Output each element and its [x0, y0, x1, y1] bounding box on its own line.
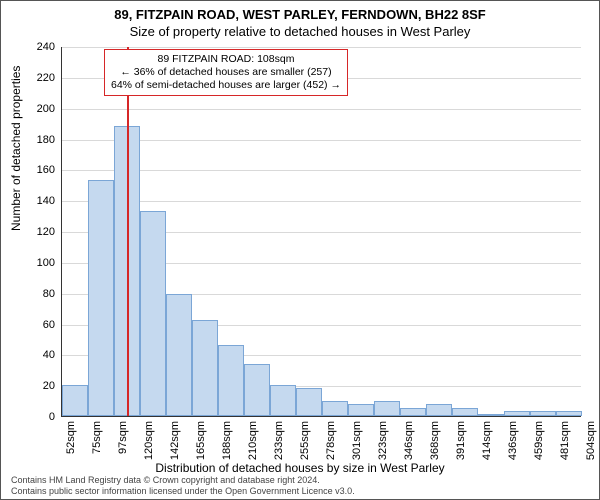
histogram-bar [140, 211, 166, 416]
x-tick-label: 97sqm [117, 421, 129, 471]
chart-container: 89, FITZPAIN ROAD, WEST PARLEY, FERNDOWN… [0, 0, 600, 500]
y-tick-label: 160 [25, 164, 55, 176]
y-tick-label: 0 [25, 411, 55, 423]
y-tick-label: 240 [25, 41, 55, 53]
x-tick-label: 210sqm [247, 421, 259, 471]
marker-line [127, 47, 129, 416]
y-tick-label: 120 [25, 226, 55, 238]
y-tick-label: 220 [25, 72, 55, 84]
histogram-bar [218, 345, 244, 416]
x-tick-label: 481sqm [559, 421, 571, 471]
page-subtitle: Size of property relative to detached ho… [1, 24, 599, 39]
y-tick-label: 60 [25, 319, 55, 331]
x-tick-label: 165sqm [195, 421, 207, 471]
histogram-bar [556, 411, 582, 416]
gridline [62, 47, 581, 48]
histogram-plot: 89 FITZPAIN ROAD: 108sqm ← 36% of detach… [61, 47, 581, 417]
y-tick-label: 180 [25, 134, 55, 146]
gridline [62, 109, 581, 110]
x-tick-label: 414sqm [481, 421, 493, 471]
histogram-bar [192, 320, 218, 416]
histogram-bar [452, 408, 478, 416]
histogram-bar [530, 411, 556, 416]
y-tick-label: 20 [25, 380, 55, 392]
x-tick-label: 142sqm [169, 421, 181, 471]
histogram-bar [88, 180, 114, 416]
y-tick-label: 80 [25, 288, 55, 300]
annotation-line: 64% of semi-detached houses are larger (… [111, 79, 341, 92]
x-tick-label: 368sqm [429, 421, 441, 471]
histogram-bar [478, 414, 504, 416]
x-tick-label: 188sqm [221, 421, 233, 471]
footer-line: Contains HM Land Registry data © Crown c… [11, 475, 355, 485]
annotation-line: 89 FITZPAIN ROAD: 108sqm [111, 53, 341, 66]
y-tick-label: 40 [25, 349, 55, 361]
x-tick-label: 255sqm [299, 421, 311, 471]
histogram-bar [426, 404, 452, 416]
x-tick-label: 346sqm [403, 421, 415, 471]
histogram-bar [244, 364, 270, 416]
x-tick-label: 120sqm [143, 421, 155, 471]
x-tick-label: 301sqm [351, 421, 363, 471]
footer-line: Contains public sector information licen… [11, 486, 355, 496]
histogram-bar [62, 385, 88, 416]
y-axis-label: Number of detached properties [9, 66, 23, 231]
y-tick-label: 100 [25, 257, 55, 269]
y-tick-label: 140 [25, 195, 55, 207]
x-tick-label: 504sqm [585, 421, 597, 471]
x-tick-label: 233sqm [273, 421, 285, 471]
x-tick-label: 323sqm [377, 421, 389, 471]
histogram-bar [348, 404, 374, 416]
x-tick-label: 459sqm [533, 421, 545, 471]
histogram-bar [400, 408, 426, 416]
histogram-bar [504, 411, 530, 416]
x-tick-label: 52sqm [65, 421, 77, 471]
marker-annotation: 89 FITZPAIN ROAD: 108sqm ← 36% of detach… [104, 49, 348, 96]
footer-attribution: Contains HM Land Registry data © Crown c… [11, 475, 355, 496]
page-title: 89, FITZPAIN ROAD, WEST PARLEY, FERNDOWN… [1, 7, 599, 22]
x-tick-label: 436sqm [507, 421, 519, 471]
annotation-line: ← 36% of detached houses are smaller (25… [111, 66, 341, 79]
histogram-bar [270, 385, 296, 416]
histogram-bar [322, 401, 348, 416]
histogram-bar [374, 401, 400, 416]
histogram-bar [296, 388, 322, 416]
y-tick-label: 200 [25, 103, 55, 115]
x-tick-label: 278sqm [325, 421, 337, 471]
x-tick-label: 75sqm [91, 421, 103, 471]
histogram-bar [166, 294, 192, 416]
x-tick-label: 391sqm [455, 421, 467, 471]
